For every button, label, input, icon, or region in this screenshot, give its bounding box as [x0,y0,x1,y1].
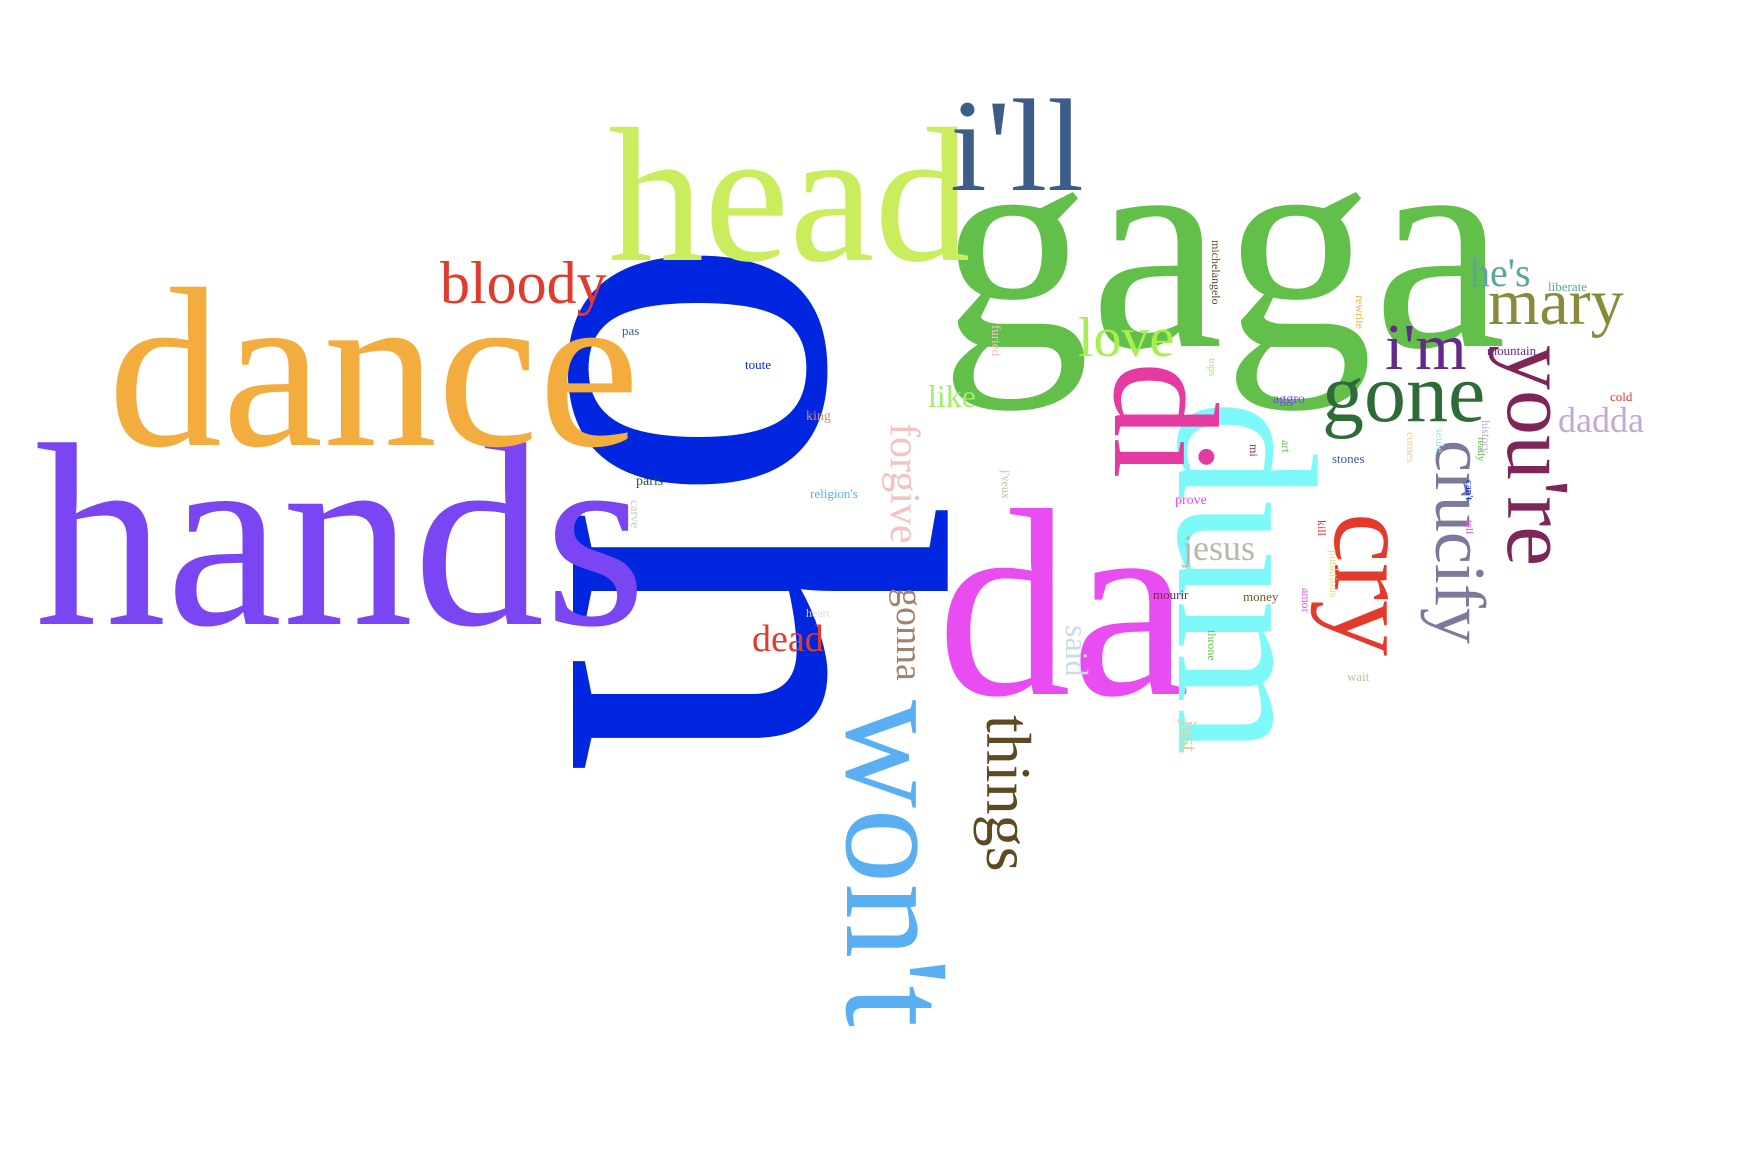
word-da: da [937,455,1190,752]
word-hes: he's [1470,250,1531,295]
word-paris: paris [636,474,664,489]
word-youre: you're [1488,345,1587,567]
word-dead: dead [752,618,824,660]
word-love: love [1078,307,1175,369]
word-mountain: mountain [1487,343,1537,358]
word-gonna: gonna [888,588,930,681]
word-toute: toute [745,357,771,372]
word-money: money [1243,589,1279,604]
word-rewrite: rewrite [1353,295,1367,329]
word-pas: pas [622,323,640,338]
word-ill: i'll [950,72,1084,219]
word-cant: can't [1463,480,1475,501]
word-tell: tell [1463,520,1475,535]
word-seule: seule [1433,428,1447,453]
word-forgive: forgive [881,423,927,544]
word-throne: throne [1205,630,1219,661]
word-art: art [1279,440,1293,453]
word-hands: hands [35,391,647,681]
word-ready: ready [1475,437,1487,462]
word-jesus: jesus [1183,528,1255,568]
word-comes: comes [1404,432,1418,463]
word-tops: tops [1206,358,1218,377]
word-things: things [973,715,1044,872]
word-jveux: j'veux [999,470,1013,499]
word-heart: heart [806,606,830,620]
word-said: said [1059,625,1095,677]
word-carve: carve [628,500,643,529]
word-gone: gone [1322,347,1486,440]
word-gaga: gaga [940,79,1507,411]
word-king: king [806,409,831,424]
word-crucify: crucify [1420,440,1500,644]
word-dance: dance [108,243,640,495]
word-liberate: liberate [1548,279,1587,294]
word-aggro: aggro [1273,392,1305,407]
word-mourir: mourir [1153,587,1189,602]
word-religions: religion's [810,486,858,501]
word-stones: stones [1332,451,1365,466]
word-head: head [608,89,971,302]
word-michelangelo: michelangelo [1209,240,1223,305]
word-prove: prove [1175,493,1207,508]
word-punktious: punktious [1327,550,1341,598]
word-im: i'm [1385,311,1467,384]
word-di: di [1082,362,1248,479]
word-wont: won't [814,700,980,1028]
word-amor: amor [1299,588,1313,613]
word-like: like [928,378,976,414]
word-dadda: dadda [1558,400,1644,440]
word-bloody: bloody [440,250,607,316]
word-mi: mi [1247,444,1261,457]
word-kill: kill [1315,520,1329,537]
word-wait: wait [1347,669,1370,684]
word-cold: cold [1610,389,1633,404]
word-mary: mary [1488,266,1624,339]
word-just: just [1177,720,1202,752]
word-furied: furied [989,325,1004,357]
